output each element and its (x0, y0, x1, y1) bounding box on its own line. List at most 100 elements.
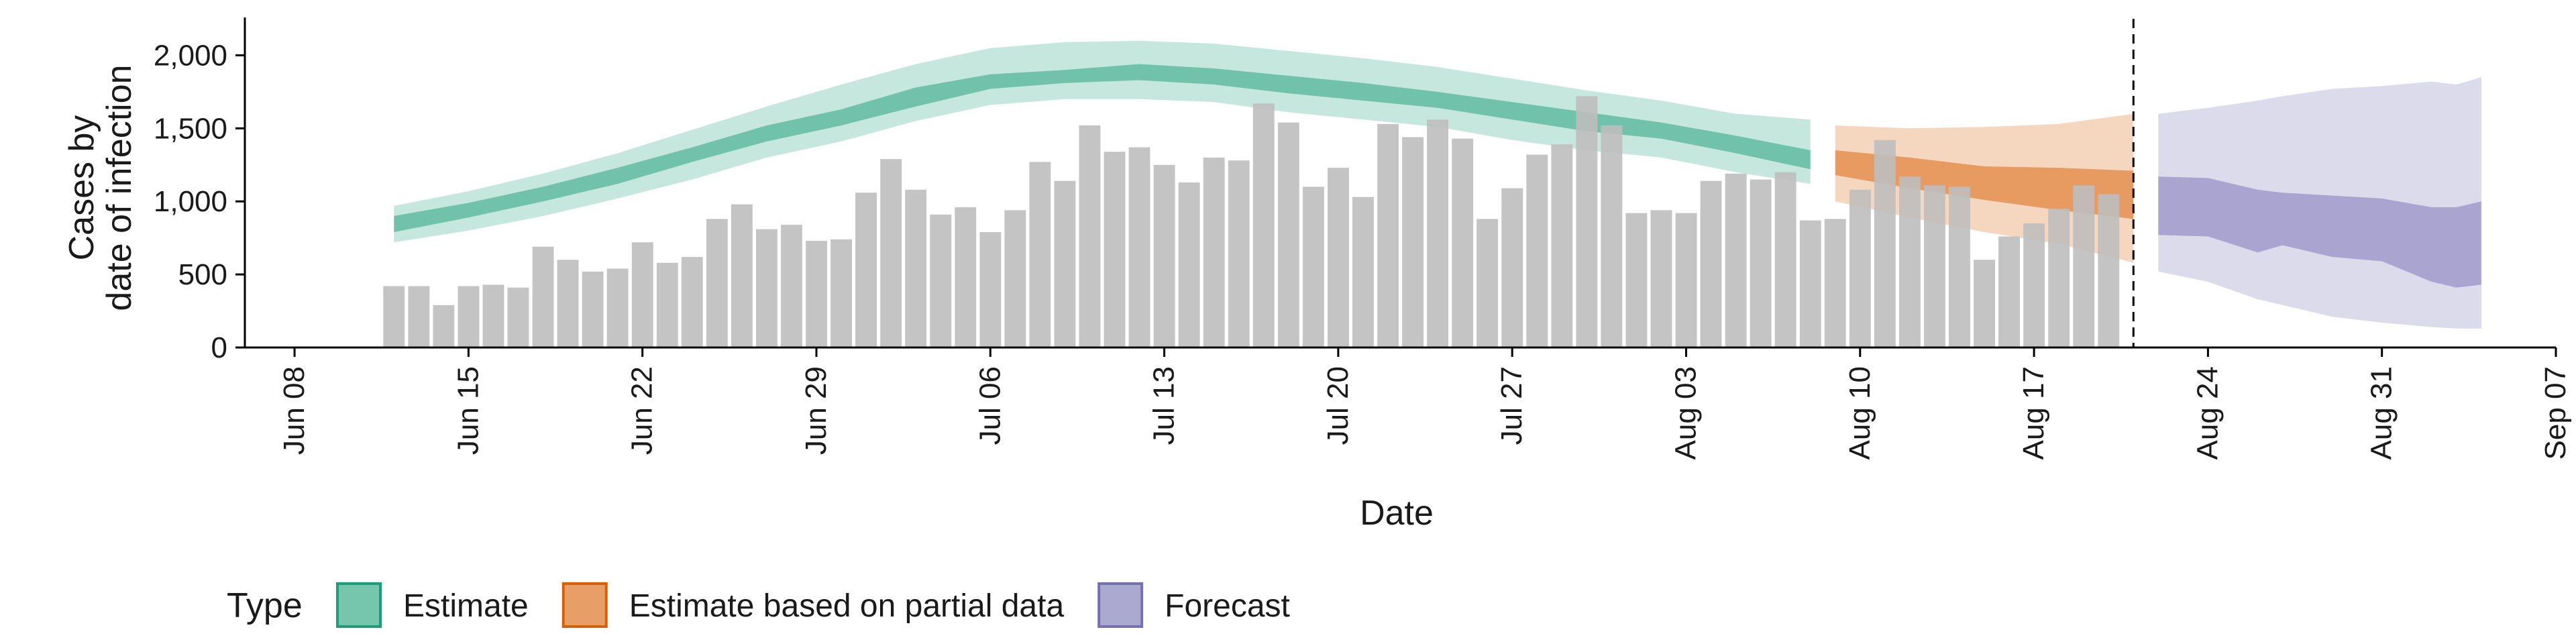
bar (2048, 209, 2070, 347)
bar (1501, 188, 1523, 347)
bar (1849, 189, 1871, 347)
x-tick-label: Jul 13 (1148, 366, 1181, 445)
bar (706, 219, 728, 347)
legend-label: Estimate (403, 588, 529, 624)
x-tick-label: Jul 27 (1495, 366, 1528, 445)
x-tick-label: Aug 24 (2191, 366, 2224, 460)
bar (955, 207, 977, 347)
bar (781, 225, 802, 347)
legend-swatch (561, 582, 608, 628)
y-tick-label: 500 (178, 258, 227, 291)
y-tick-label: 2,000 (154, 39, 227, 72)
y-axis-title-line-2: date of infection (100, 64, 139, 311)
bar (1128, 147, 1150, 347)
ribbons-layer (394, 40, 2481, 329)
bar (1328, 168, 1349, 347)
bar (1004, 210, 1026, 347)
bar (2073, 185, 2095, 347)
bar (1774, 172, 1796, 347)
x-tick-label: Aug 10 (1843, 366, 1876, 460)
x-axis-title: Date (1360, 494, 1434, 533)
legend: Type Estimate Estimate based on partial da… (227, 582, 1290, 628)
bar (1874, 140, 1896, 348)
bar (1178, 182, 1200, 347)
y-axis-title: Cases by date of infection (62, 64, 139, 311)
bar (1477, 219, 1499, 347)
x-tick-label: Aug 03 (1669, 366, 1702, 460)
bar (830, 239, 852, 347)
bar (408, 286, 430, 347)
bar (458, 286, 480, 347)
y-axis-title-line-1: Cases by (62, 115, 101, 261)
bar (606, 268, 629, 347)
y-tick-label: 1,000 (154, 185, 227, 218)
bar (1153, 164, 1175, 348)
bar (2098, 194, 2120, 347)
bar (806, 241, 827, 347)
axes-layer: 0 500 1,000 1,500 2,000 Jun 08 Jun 15 Jun 22 Jun… (154, 17, 2572, 460)
bar (1601, 125, 1623, 347)
bar (905, 189, 927, 347)
bar (855, 193, 877, 347)
bar (656, 262, 678, 347)
x-tick-label: Jun 22 (626, 366, 659, 455)
bar (1277, 122, 1299, 347)
bar (1750, 179, 1772, 347)
bar (1427, 119, 1448, 348)
bar (383, 286, 405, 347)
bar (1402, 137, 1424, 347)
bar (1998, 236, 2020, 347)
bar (1899, 176, 1921, 347)
x-tick-label: Jul 06 (973, 366, 1006, 445)
bar (1252, 103, 1275, 348)
bar (1725, 173, 1747, 347)
bar (930, 214, 952, 347)
bar (979, 232, 1002, 347)
bar (756, 229, 777, 347)
bar (1650, 210, 1672, 347)
bar (1824, 219, 1846, 347)
bar (1675, 213, 1697, 347)
x-tick-label: Jun 29 (800, 366, 833, 455)
bar (1700, 180, 1722, 347)
y-tick-label: 0 (211, 331, 227, 364)
bars-layer (383, 96, 2120, 348)
ribbon-inner-2 (2158, 176, 2481, 288)
ribbon-inner-0 (394, 64, 1811, 232)
bar (1203, 157, 1225, 347)
bar (2023, 223, 2045, 347)
x-tick-label: Jun 15 (451, 366, 484, 455)
bar (681, 257, 703, 347)
legend-swatch (336, 582, 382, 628)
bar (532, 246, 554, 347)
bar (1551, 144, 1573, 348)
bar (1625, 213, 1648, 347)
bar (1104, 152, 1126, 347)
ribbon-inner-1 (1835, 150, 2134, 219)
x-tick-label: Aug 17 (2017, 366, 2050, 460)
x-tick-label: Aug 31 (2365, 366, 2398, 460)
bar (557, 260, 579, 347)
bar (1352, 197, 1374, 347)
x-tick-label: Jun 08 (278, 366, 311, 455)
legend-swatch (1097, 582, 1144, 628)
bar (1302, 186, 1324, 347)
bar (1228, 160, 1250, 347)
y-tick-label: 1,500 (154, 112, 227, 145)
bar (731, 204, 753, 347)
bar (1377, 123, 1399, 348)
bar (1924, 185, 1945, 347)
bar (482, 284, 504, 347)
bar (1974, 260, 1995, 347)
bar (582, 271, 604, 347)
bar (1949, 186, 1970, 347)
bar (507, 287, 529, 347)
ribbon-outer-0 (394, 40, 1811, 243)
bar (1799, 220, 1821, 347)
bar (1079, 125, 1101, 347)
bar (1576, 96, 1598, 347)
legend-title: Type (227, 586, 303, 625)
bar (1452, 138, 1474, 347)
x-tick-label: Sep 07 (2539, 366, 2572, 460)
